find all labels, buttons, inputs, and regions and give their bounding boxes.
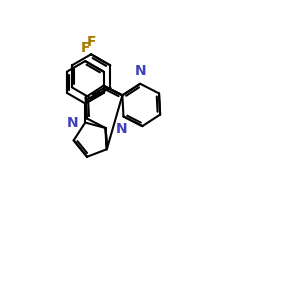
Text: F: F [80,41,90,55]
Text: N: N [116,122,128,136]
Text: F: F [86,35,96,49]
Text: N: N [67,116,79,130]
Text: N: N [134,64,146,79]
